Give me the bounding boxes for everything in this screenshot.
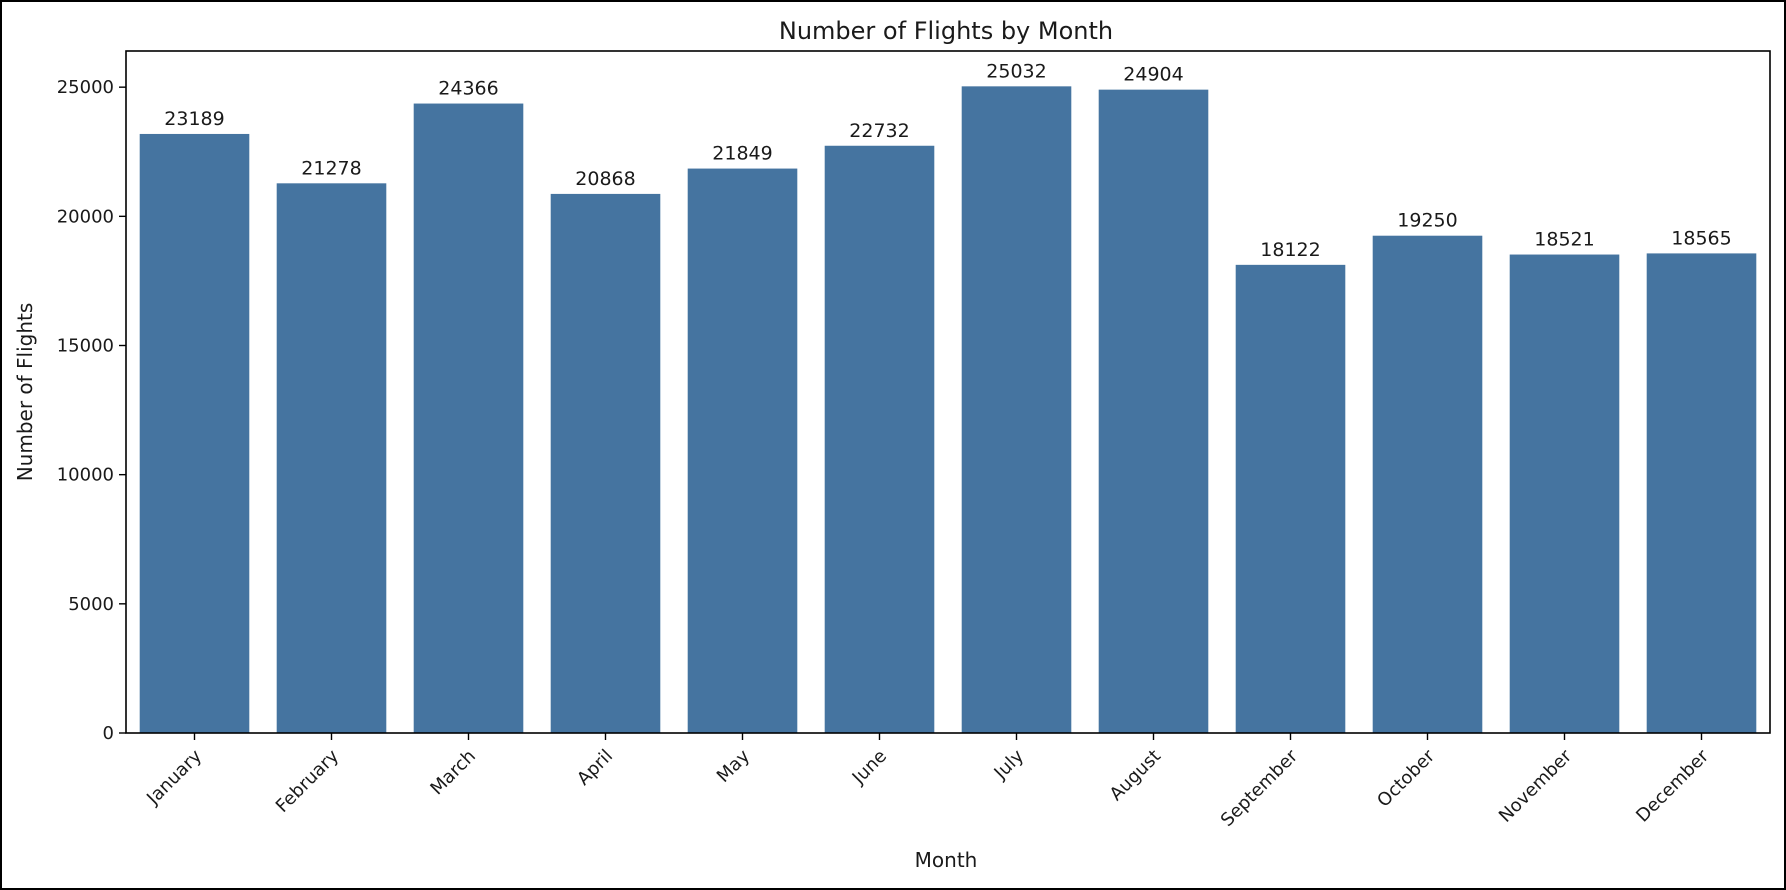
data-label-december: 18565 [1671,227,1731,249]
data-label-may: 21849 [712,143,772,165]
x-tick-label-november: November [1495,745,1576,826]
chart-title: Number of Flights by Month [779,17,1113,45]
y-tick-label: 0 [103,723,114,744]
x-tick-label-february: February [272,745,343,816]
bar-january [139,133,250,734]
y-tick-label: 15000 [57,336,114,357]
data-label-august: 24904 [1123,64,1183,86]
bar-october [1372,235,1483,734]
data-label-june: 22732 [849,120,909,142]
data-label-february: 21278 [301,157,361,179]
x-tick-label-december: December [1632,745,1713,826]
x-tick-label-october: October [1373,745,1439,811]
bar-november [1509,254,1620,733]
x-tick-label-january: January [142,745,206,809]
data-label-march: 24366 [438,78,498,100]
bar-may [687,168,798,733]
data-label-january: 23189 [164,108,224,130]
bars-layer: 23189 21278 24366 20868 21849 22732 25032 24904… [139,60,1757,734]
bar-march [413,103,524,734]
y-axis-label: Number of Flights [13,303,37,482]
x-tick-label-march: March [426,746,480,800]
data-label-november: 18521 [1534,229,1594,251]
y-tick-label: 25000 [57,77,114,98]
bar-july [961,86,1072,734]
data-label-april: 20868 [575,168,635,190]
y-axis: 0 5000 10000 15000 20000 25000 [57,77,126,744]
y-tick-label: 5000 [68,594,114,615]
plot-area-frame [125,50,1771,734]
bar-april [550,193,661,733]
x-tick-label-august: August [1106,746,1165,805]
bar-september [1235,264,1346,733]
x-tick-label-may: May [713,745,754,786]
bar-june [824,145,935,734]
x-tick-label-june: June [848,746,891,789]
x-axis-label: Month [915,848,978,872]
y-tick-label: 10000 [57,465,114,486]
y-tick-label: 20000 [57,206,114,227]
x-tick-label-april: April [573,746,617,790]
data-label-september: 18122 [1260,239,1320,261]
data-label-october: 19250 [1397,210,1457,232]
bar-august [1098,89,1209,733]
x-tick-label-july: July [990,745,1029,784]
bar-february [276,183,387,733]
x-axis: January February March April May June July Augu… [142,733,1713,831]
x-tick-label-september: September [1217,745,1303,831]
data-label-july: 25032 [986,60,1046,82]
bar-december [1646,253,1757,733]
